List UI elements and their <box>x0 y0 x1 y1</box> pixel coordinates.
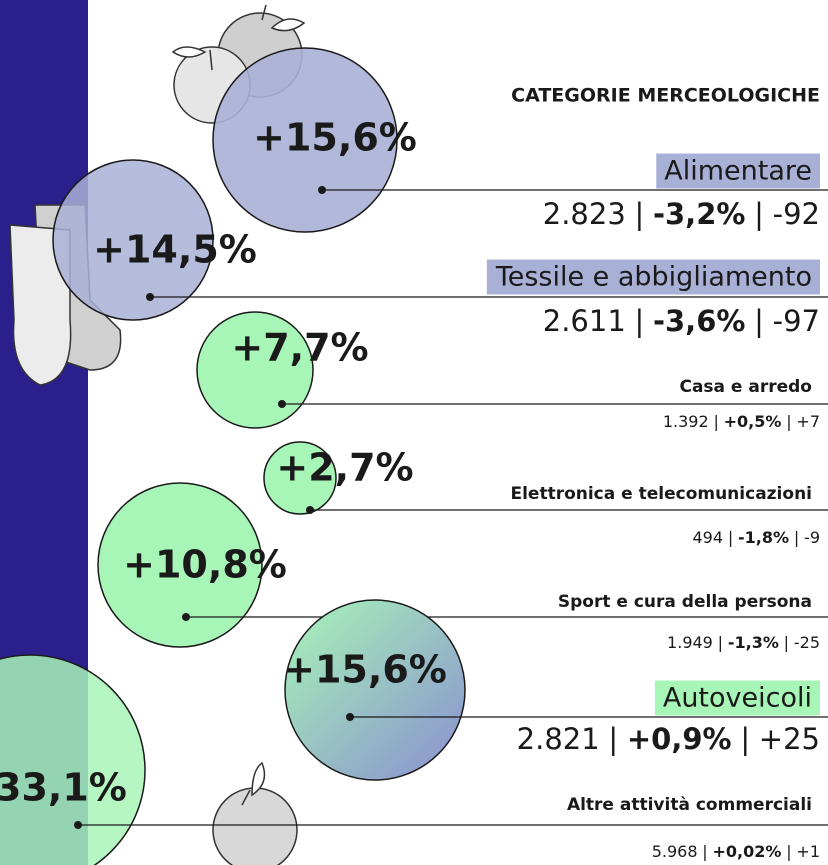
stat-part: -1,3% <box>728 633 779 652</box>
category-stats: 494 | -1,8% | -9 <box>693 528 820 547</box>
bubble-label: +2,7% <box>276 446 413 490</box>
bubble <box>52 159 214 321</box>
stat-part: +0,02% <box>712 842 781 861</box>
category-name: Altre attività commerciali <box>567 795 812 815</box>
leader-dot <box>278 400 286 408</box>
category-name: Elettronica e telecomunicazioni <box>510 484 812 504</box>
leader-dot <box>74 821 82 829</box>
bubble-label: +33,1% <box>0 766 127 810</box>
stat-part: | <box>784 633 789 652</box>
category-name: Alimentare <box>664 156 812 187</box>
stat-part: 2.823 <box>543 197 626 231</box>
stat-part: +7 <box>796 412 820 431</box>
category-stats: 1.392 | +0,5% | +7 <box>663 412 820 431</box>
stat-part: 1.949 <box>667 633 713 652</box>
category-stats: 5.968 | +0,02% | +1 <box>652 842 820 861</box>
bubble-label: +7,7% <box>231 326 368 370</box>
stat-part: -92 <box>773 197 820 231</box>
category-stats: 2.611 | -3,6% | -97 <box>543 304 820 338</box>
bubble <box>284 599 466 781</box>
name-highlight <box>656 153 820 189</box>
stat-part: | <box>713 412 718 431</box>
stat-part: -9 <box>804 528 820 547</box>
bubble <box>0 654 146 865</box>
leader-dot <box>346 713 354 721</box>
bubble-label: +15,6% <box>283 648 447 692</box>
bubble <box>212 47 398 233</box>
apple-bottom <box>212 761 298 865</box>
stat-part: | <box>794 528 799 547</box>
stat-part: | <box>754 304 764 338</box>
section-title: CATEGORIE MERCEOLOGICHE <box>511 85 820 107</box>
stat-part: 494 <box>693 528 724 547</box>
category: +10,8% Sport e cura della persona 1.949 | -1… <box>97 482 828 652</box>
stat-part: | <box>754 197 764 231</box>
bubble-label: +15,6% <box>253 116 417 160</box>
stat-part: -3,6% <box>653 304 745 338</box>
stat-part: 2.611 <box>543 304 626 338</box>
stat-part: 1.392 <box>663 412 709 431</box>
bubble <box>196 311 314 429</box>
category-stats: 2.823 | -3,2% | -92 <box>543 197 820 231</box>
category-name: Sport e cura della persona <box>558 592 812 612</box>
category-name: Autoveicoli <box>663 683 812 714</box>
stat-part: 5.968 <box>652 842 698 861</box>
bubble-label: +10,8% <box>123 543 287 587</box>
stat-part: | <box>718 633 723 652</box>
stat-part: 2.821 <box>517 722 600 756</box>
stat-part: -1,8% <box>738 528 789 547</box>
leader-dot <box>146 293 154 301</box>
stat-part: | <box>608 722 618 756</box>
category-stats: 1.949 | -1,3% | -25 <box>667 633 820 652</box>
stat-part: | <box>702 842 707 861</box>
category-name: Casa e arredo <box>679 377 812 397</box>
leader-dot <box>306 506 314 514</box>
bubble-label: +14,5% <box>93 228 257 272</box>
stat-part: | <box>728 528 733 547</box>
leader-dot <box>318 186 326 194</box>
name-highlight <box>654 680 820 716</box>
category: +33,1%Altre attività commerciali5.968|+0… <box>0 654 828 865</box>
stat-part: -97 <box>773 304 820 338</box>
stat-part: +0,5% <box>724 412 782 431</box>
stat-part: +25 <box>759 722 820 756</box>
bubble <box>263 441 337 515</box>
category-name: Tessile e abbigliamento <box>495 262 812 293</box>
name-highlight <box>486 259 820 295</box>
stat-part: | <box>740 722 750 756</box>
stat-part: | <box>634 304 644 338</box>
category-stats: 2.821 | +0,9% | +25 <box>517 722 820 756</box>
leader-dot <box>182 613 190 621</box>
stat-part: | <box>786 412 791 431</box>
stat-part: +0,9% <box>627 722 732 756</box>
stat-part: | <box>634 197 644 231</box>
stat-part: +1 <box>796 842 820 861</box>
bubble <box>97 482 263 648</box>
stat-part: -3,2% <box>653 197 745 231</box>
stat-part: -25 <box>794 633 820 652</box>
stat-part: | <box>786 842 791 861</box>
